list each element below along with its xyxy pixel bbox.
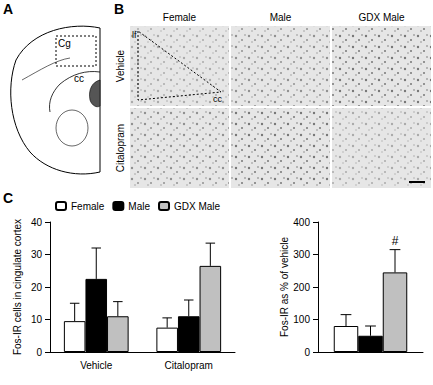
svg-text:Male: Male [128, 201, 150, 212]
svg-text:A: A [3, 1, 13, 17]
svg-text:GDX Male: GDX Male [358, 12, 405, 23]
svg-text:0: 0 [36, 347, 42, 358]
svg-text:Fos-IR as % of vehicle: Fos-IR as % of vehicle [279, 237, 290, 337]
html-text:C: C [3, 190, 14, 206]
svg-text:Fos-IR cells in cingulate cort: Fos-IR cells in cingulate cortex [12, 219, 23, 355]
svg-text:40: 40 [31, 217, 43, 228]
svg-text:cc: cc [74, 73, 84, 84]
svg-text:#: # [392, 234, 399, 248]
svg-text:Cg: Cg [58, 38, 71, 49]
svg-text:30: 30 [31, 249, 43, 260]
svg-text:Male: Male [270, 12, 292, 23]
svg-text:200: 200 [293, 282, 310, 293]
svg-text:Female: Female [71, 201, 105, 212]
svg-text:B: B [114, 1, 124, 17]
svg-text:GDX Male: GDX Male [174, 201, 221, 212]
svg-text:cc: cc [213, 94, 223, 104]
svg-text:Vehicle: Vehicle [115, 49, 126, 82]
svg-text:100: 100 [293, 314, 310, 325]
svg-text:20: 20 [31, 282, 43, 293]
svg-text:0: 0 [304, 347, 310, 358]
svg-text:300: 300 [293, 249, 310, 260]
svg-text:Vehicle: Vehicle [80, 360, 113, 371]
svg-text:Female: Female [163, 12, 197, 23]
svg-text:lf: lf [132, 30, 137, 40]
svg-text:400: 400 [293, 217, 310, 228]
svg-text:Citalopram: Citalopram [115, 124, 126, 172]
svg-text:10: 10 [31, 314, 43, 325]
svg-text:Citalopram: Citalopram [165, 360, 213, 371]
